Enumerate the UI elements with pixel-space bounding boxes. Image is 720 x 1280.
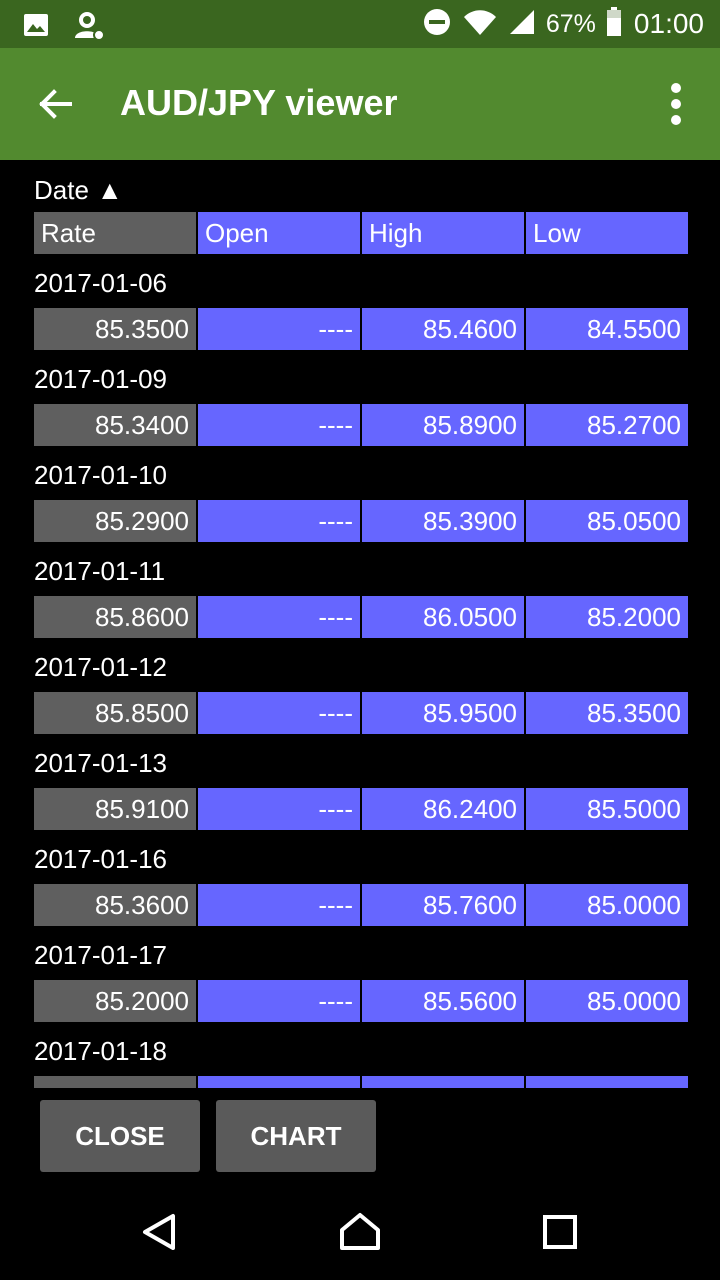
table-row[interactable]: 2017-01-09 85.3400 ---- 85.8900 85.2700 [34,350,688,446]
rate-cell: 85.3500 [34,308,196,350]
high-cell: 86.0500 [362,596,524,638]
back-button[interactable] [28,76,84,132]
open-cell [198,1076,360,1088]
column-header-low[interactable]: Low [526,212,688,254]
low-cell: 85.3500 [526,692,688,734]
rates-table[interactable]: Date ▲ Rate Open High Low 2017-01-06 85.… [34,160,688,1088]
table-row[interactable]: 2017-01-13 85.9100 ---- 86.2400 85.5000 [34,734,688,830]
table-row[interactable]: 2017-01-12 85.8500 ---- 85.9500 85.3500 [34,638,688,734]
row-date: 2017-01-12 [34,652,167,682]
clock: 01:00 [633,8,704,39]
high-cell: 85.5600 [362,980,524,1022]
high-cell: 85.7600 [362,884,524,926]
do-not-disturb-icon [422,7,452,42]
wifi-icon [462,7,498,42]
rate-cell: 85.3400 [34,404,196,446]
open-cell: ---- [198,596,360,638]
battery-icon [606,6,622,42]
row-date: 2017-01-10 [34,460,167,490]
row-date: 2017-01-06 [34,268,167,298]
nav-back-icon [143,1214,175,1250]
row-date: 2017-01-09 [34,364,167,394]
battery-percent: 67% [545,9,596,38]
open-cell: ---- [198,788,360,830]
column-header-high[interactable]: High [362,212,524,254]
open-cell: ---- [198,980,360,1022]
low-cell [526,1076,688,1088]
rate-cell: 85.2900 [34,500,196,542]
open-cell: ---- [198,404,360,446]
table-row[interactable]: 2017-01-18 [34,1022,688,1088]
column-header-rate[interactable]: Rate [34,212,196,254]
table-row[interactable]: 2017-01-06 85.3500 ---- 85.4600 84.5500 [34,254,688,350]
column-header-row: Rate Open High Low [34,212,688,254]
rate-cell: 85.8600 [34,596,196,638]
high-cell [362,1076,524,1088]
high-cell: 86.2400 [362,788,524,830]
action-bar: CLOSE CHART [40,1100,376,1172]
rate-cell: 85.3600 [34,884,196,926]
rate-cell [34,1076,196,1088]
low-cell: 85.2700 [526,404,688,446]
rate-cell: 85.8500 [34,692,196,734]
row-date: 2017-01-11 [34,556,166,586]
low-cell: 85.2000 [526,596,688,638]
status-bar: 67% 01:00 [0,0,720,48]
table-row[interactable]: 2017-01-16 85.3600 ---- 85.7600 85.0000 [34,830,688,926]
low-cell: 85.0500 [526,500,688,542]
close-button[interactable]: CLOSE [40,1100,200,1172]
row-date: 2017-01-16 [34,844,167,874]
low-cell: 84.5500 [526,308,688,350]
nav-recents-icon [543,1215,577,1249]
low-cell: 85.5000 [526,788,688,830]
sync-account-icon [72,8,106,47]
nav-recents-button[interactable] [536,1208,584,1256]
high-cell: 85.3900 [362,500,524,542]
open-cell: ---- [198,308,360,350]
rate-cell: 85.2000 [34,980,196,1022]
nav-home-button[interactable] [336,1208,384,1256]
nav-back-button[interactable] [136,1208,184,1256]
more-vert-icon [671,83,681,125]
overflow-menu-button[interactable] [660,78,692,130]
table-row[interactable]: 2017-01-17 85.2000 ---- 85.5600 85.0000 [34,926,688,1022]
table-row[interactable]: 2017-01-10 85.2900 ---- 85.3900 85.0500 [34,446,688,542]
row-date: 2017-01-18 [34,1036,167,1066]
column-header-open[interactable]: Open [198,212,360,254]
chart-button[interactable]: CHART [216,1100,376,1172]
navigation-bar [0,1184,720,1280]
image-notification-icon [22,11,50,44]
row-date: 2017-01-13 [34,748,167,778]
cell-signal-icon [508,8,536,41]
sort-header[interactable]: Date ▲ [34,160,688,212]
back-arrow-icon [39,89,72,119]
page-title: AUD/JPY viewer [120,82,398,123]
high-cell: 85.9500 [362,692,524,734]
open-cell: ---- [198,692,360,734]
sort-label: Date [34,175,89,205]
low-cell: 85.0000 [526,980,688,1022]
low-cell: 85.0000 [526,884,688,926]
rate-cell: 85.9100 [34,788,196,830]
high-cell: 85.8900 [362,404,524,446]
high-cell: 85.4600 [362,308,524,350]
sort-ascending-icon: ▲ [96,175,123,205]
nav-home-icon [340,1213,380,1250]
open-cell: ---- [198,500,360,542]
row-date: 2017-01-17 [34,940,167,970]
open-cell: ---- [198,884,360,926]
app-bar: AUD/JPY viewer [0,48,720,160]
table-row[interactable]: 2017-01-11 85.8600 ---- 86.0500 85.2000 [34,542,688,638]
